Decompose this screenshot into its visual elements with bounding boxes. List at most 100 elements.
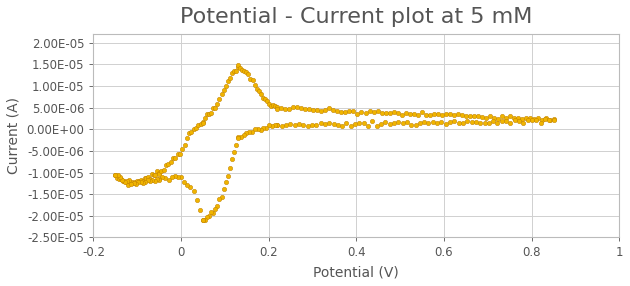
- Point: [152, 177, 162, 182]
- Point: [140, 179, 151, 184]
- Point: [193, 122, 203, 127]
- Point: [517, 116, 527, 121]
- Point: [496, 114, 507, 119]
- Point: [537, 118, 547, 122]
- Point: [532, 116, 542, 120]
- Point: [272, 123, 282, 127]
- Point: [166, 160, 176, 164]
- Point: [352, 111, 362, 116]
- Point: [292, 105, 302, 110]
- Point: [168, 155, 178, 160]
- Point: [110, 173, 120, 177]
- Point: [138, 179, 148, 183]
- Point: [328, 122, 338, 127]
- Point: [235, 66, 245, 70]
- Point: [445, 120, 455, 124]
- Point: [134, 178, 144, 183]
- Point: [428, 112, 438, 116]
- Point: [266, 124, 277, 128]
- Point: [220, 180, 231, 185]
- Point: [392, 110, 403, 115]
- Y-axis label: Current (A): Current (A): [7, 97, 21, 174]
- Point: [112, 176, 122, 180]
- Point: [219, 87, 229, 92]
- Point: [324, 106, 335, 110]
- Point: [198, 218, 208, 223]
- Point: [270, 123, 280, 127]
- Point: [176, 175, 186, 179]
- Point: [420, 112, 430, 117]
- Point: [440, 112, 450, 116]
- Point: [457, 113, 467, 118]
- Point: [531, 118, 541, 123]
- Point: [191, 125, 201, 130]
- Point: [299, 123, 309, 127]
- Point: [425, 113, 435, 118]
- Point: [297, 106, 307, 111]
- Point: [227, 157, 237, 161]
- Point: [493, 116, 503, 121]
- Point: [266, 104, 277, 109]
- Point: [272, 106, 282, 111]
- Point: [195, 208, 205, 212]
- Point: [472, 114, 483, 118]
- Point: [529, 116, 539, 121]
- Point: [541, 116, 551, 120]
- Point: [123, 183, 133, 187]
- Point: [337, 123, 347, 128]
- Point: [328, 108, 338, 112]
- Point: [500, 115, 510, 120]
- Point: [114, 176, 124, 181]
- Point: [440, 122, 450, 126]
- Point: [185, 184, 195, 189]
- Point: [233, 64, 243, 69]
- Point: [307, 122, 317, 127]
- Point: [210, 106, 220, 110]
- Point: [177, 147, 187, 152]
- Point: [214, 97, 224, 101]
- Point: [227, 70, 237, 75]
- Point: [209, 211, 219, 215]
- Point: [188, 189, 198, 194]
- Point: [428, 120, 438, 125]
- Point: [475, 121, 485, 125]
- Point: [523, 118, 533, 123]
- Point: [525, 116, 535, 120]
- Point: [513, 116, 523, 121]
- Point: [316, 109, 326, 113]
- Point: [341, 120, 352, 125]
- Point: [518, 120, 529, 125]
- Point: [179, 179, 189, 184]
- Point: [301, 106, 311, 111]
- Point: [540, 117, 550, 121]
- Point: [411, 123, 421, 127]
- Point: [520, 116, 530, 120]
- Point: [357, 109, 367, 114]
- Point: [488, 116, 498, 120]
- Point: [204, 213, 214, 218]
- Point: [488, 119, 498, 124]
- Point: [182, 182, 192, 187]
- Point: [389, 110, 399, 114]
- Point: [154, 177, 164, 181]
- Point: [284, 106, 294, 111]
- Point: [437, 113, 447, 117]
- Point: [243, 72, 253, 76]
- Point: [204, 112, 214, 116]
- Point: [445, 112, 455, 117]
- Point: [381, 120, 391, 124]
- Point: [117, 178, 127, 182]
- Point: [464, 114, 474, 118]
- Point: [239, 133, 249, 138]
- Point: [311, 122, 321, 127]
- Point: [253, 127, 263, 131]
- Point: [129, 181, 139, 185]
- Point: [149, 178, 159, 183]
- Point: [225, 75, 235, 80]
- Point: [166, 175, 176, 179]
- Point: [127, 180, 137, 184]
- Point: [202, 112, 212, 116]
- Point: [182, 136, 192, 140]
- Point: [505, 114, 515, 119]
- Point: [236, 135, 246, 139]
